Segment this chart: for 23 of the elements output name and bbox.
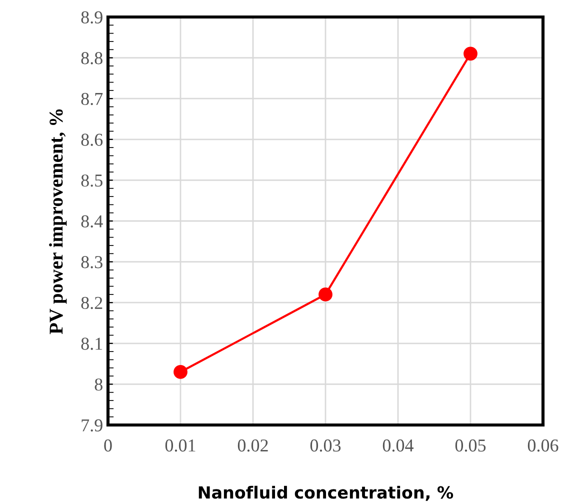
y-tick-label: 8.8 bbox=[81, 52, 102, 64]
y-tick-label: 8.4 bbox=[81, 215, 103, 228]
y-tick-label: 8.2 bbox=[81, 296, 102, 310]
x-tick-label: 0.03 bbox=[310, 439, 341, 452]
x-tick-label: 0 bbox=[104, 439, 112, 452]
y-tick-label: 8.5 bbox=[81, 174, 102, 187]
y-tick-label: 8.6 bbox=[81, 134, 103, 146]
x-tick-label: 0.05 bbox=[455, 439, 486, 452]
y-tick-label: 8.7 bbox=[81, 92, 103, 106]
y-tick-label: 8.1 bbox=[81, 338, 102, 350]
y-tick-label: 8.3 bbox=[81, 256, 102, 268]
y-tick-label: 7.9 bbox=[82, 419, 102, 432]
y-tick-label: 8 bbox=[94, 378, 102, 391]
point bbox=[174, 365, 188, 379]
point bbox=[318, 287, 332, 302]
x-tick-label: 0.01 bbox=[165, 439, 196, 452]
point bbox=[464, 46, 478, 61]
x-tick-label: 0.02 bbox=[238, 439, 268, 452]
x-tick-label: 0.06 bbox=[528, 439, 558, 452]
x-axis-title: Nanofluid concentration, % bbox=[198, 486, 454, 501]
y-tick-label: 8.9 bbox=[81, 11, 102, 24]
y-axis-title: PV power improvement, % bbox=[49, 109, 67, 334]
x-tick-label: 0.04 bbox=[382, 439, 414, 452]
